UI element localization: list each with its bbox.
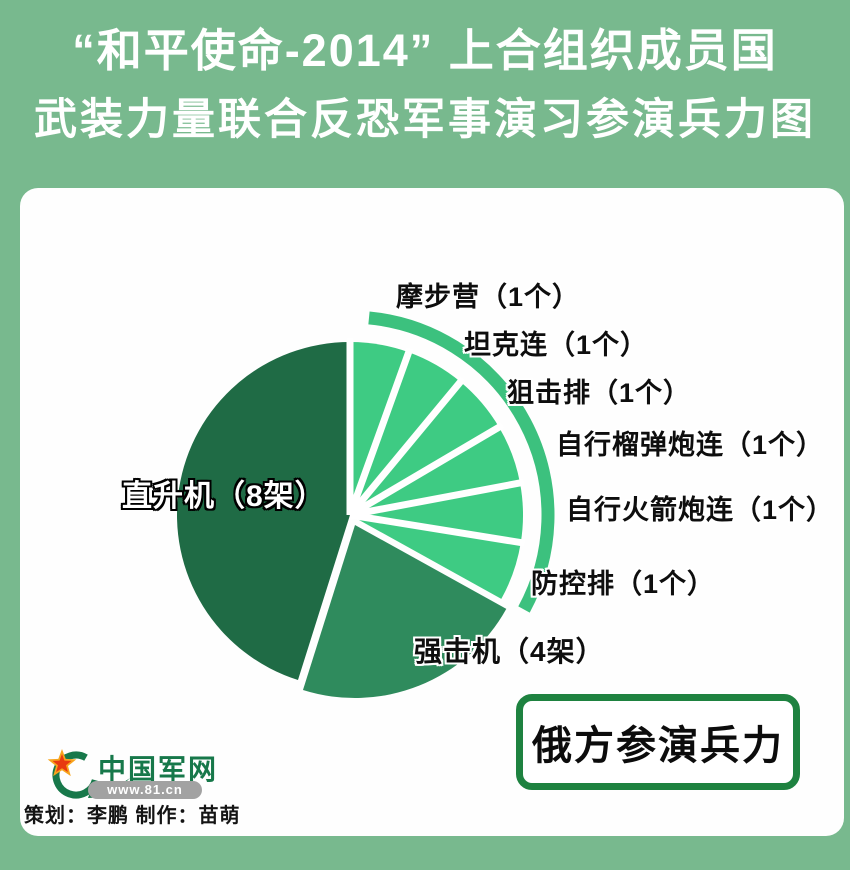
- title-line-2: 武装力量联合反恐军事演习参演兵力图: [34, 96, 816, 145]
- infographic-title: “和平使命-2014” 上合组织成员国 武装力量联合反恐军事演习参演兵力图: [0, 18, 850, 149]
- title-line-1: “和平使命-2014” 上合组织成员国: [72, 25, 778, 76]
- pie-slice-2: [350, 352, 461, 515]
- credits-line: 策划：李鹏 制作：苗萌: [24, 805, 241, 827]
- pie-slice-label: 自行榴弹炮连（1个）: [556, 430, 825, 460]
- pie-slice-label: 狙击排（1个）: [507, 378, 692, 408]
- pie-slice-8: [176, 342, 350, 680]
- logo-swoosh-shape: [52, 751, 99, 799]
- pie-slice-label: 防控排（1个）: [531, 569, 716, 599]
- pie-slice-label: 坦克连（1个）: [464, 330, 649, 360]
- logo-star-inner-icon: [52, 754, 72, 773]
- site-name: 中国军网: [98, 754, 219, 785]
- pie-slice-7: [302, 525, 507, 698]
- pie-slice-label: 直升机（8架）: [122, 480, 326, 513]
- pie-outer-arc: [368, 311, 555, 613]
- slice-separator: [349, 511, 526, 547]
- pie-slice-label: 强击机（4架）: [414, 636, 605, 667]
- site-url-badge: www.81.cn: [88, 781, 202, 799]
- pie-slice-3: [350, 381, 500, 515]
- slice-separator: [346, 347, 414, 517]
- pie-slice-5: [350, 482, 523, 543]
- pie-slice-label: 自行火箭炮连（1个）: [566, 495, 835, 525]
- slice-separator: [347, 376, 466, 518]
- slice-separator: [349, 478, 525, 519]
- legend-box: 俄方参演兵力: [516, 694, 800, 790]
- legend-box-label: 俄方参演兵力: [532, 724, 784, 768]
- slice-separator: [348, 422, 505, 519]
- pie-slice-label: 摩步营（1个）: [396, 282, 581, 312]
